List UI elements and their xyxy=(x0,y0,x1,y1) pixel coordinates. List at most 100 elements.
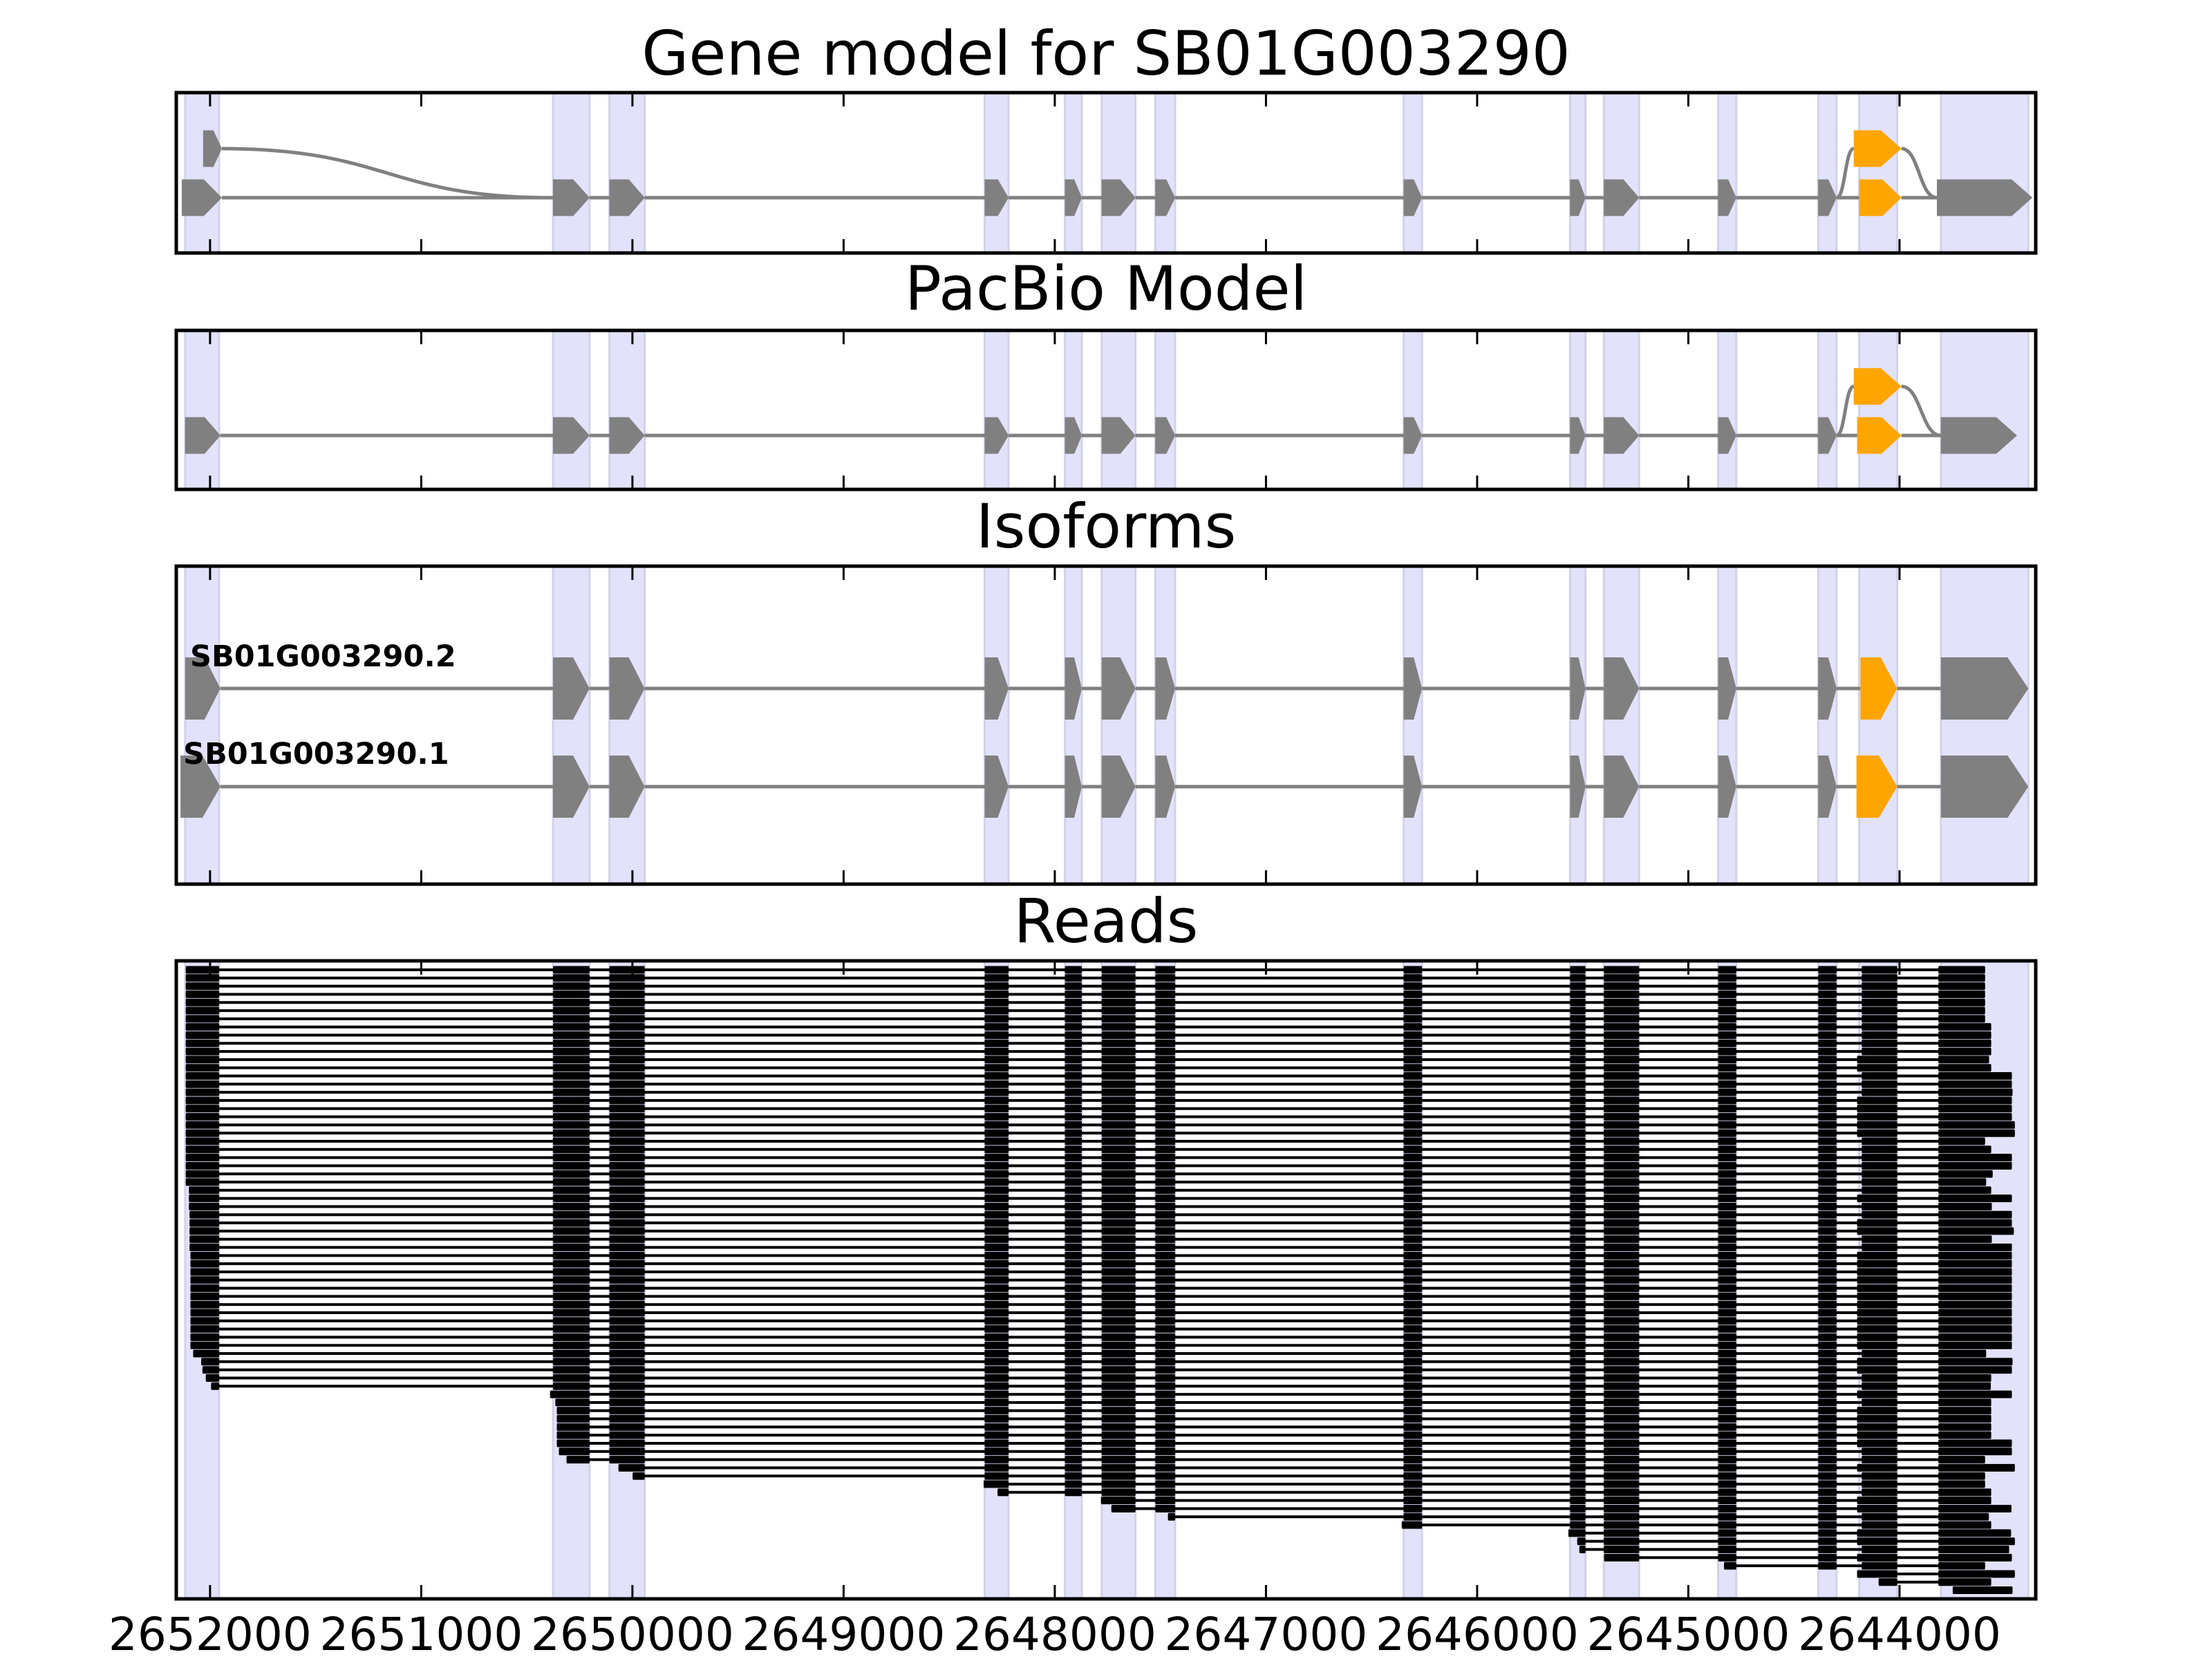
read-exon xyxy=(1718,1553,1736,1562)
read-exon xyxy=(185,1145,220,1154)
read-exon xyxy=(1065,1202,1082,1210)
alternative-exon xyxy=(1853,368,1902,405)
read-exon xyxy=(1718,1349,1736,1358)
read-exon xyxy=(1818,1521,1837,1529)
read-exon xyxy=(1065,1374,1082,1382)
read-exon xyxy=(1403,1219,1423,1227)
read-exon xyxy=(1065,1390,1082,1398)
read-exon xyxy=(1862,1031,1897,1039)
read-exon xyxy=(1938,1456,1985,1464)
read-exon xyxy=(1604,1268,1640,1276)
read-exon xyxy=(1818,1349,1837,1358)
read-intron-line xyxy=(189,1197,2012,1200)
read-exon xyxy=(1101,1039,1136,1047)
read-exon xyxy=(1101,1194,1136,1203)
read-exon xyxy=(1818,1137,1837,1145)
read-exon xyxy=(1604,1447,1640,1456)
read xyxy=(1401,1521,1991,1529)
read-exon xyxy=(1604,1088,1640,1096)
read-exon xyxy=(553,998,590,1006)
read-exon xyxy=(1101,1088,1136,1096)
axes-frame xyxy=(174,91,2038,255)
read-exon xyxy=(609,1121,645,1129)
exon xyxy=(1818,756,1837,818)
read-intron-line xyxy=(1401,1524,1991,1527)
read-intron-line xyxy=(632,1474,1985,1478)
read-exon xyxy=(609,1170,645,1178)
read-exon xyxy=(609,1382,645,1390)
read-exon xyxy=(1718,1537,1736,1546)
read-exon xyxy=(1065,1463,1082,1472)
read-exon xyxy=(1604,1137,1640,1145)
read-exon xyxy=(185,1056,220,1064)
read-exon xyxy=(984,1309,1009,1317)
read-exon xyxy=(1604,1129,1640,1137)
read-exon xyxy=(984,1088,1009,1096)
read-exon xyxy=(1155,1244,1176,1252)
read-exon xyxy=(1155,1276,1176,1284)
read-exon xyxy=(1577,1537,1586,1546)
read-intron-line xyxy=(185,993,1985,996)
read-exon xyxy=(984,1210,1009,1219)
read-exon xyxy=(1862,1244,1897,1252)
read-exon xyxy=(1938,1488,1991,1497)
read-exon xyxy=(189,1194,220,1203)
read-exon xyxy=(185,966,220,974)
read-exon xyxy=(1570,1137,1586,1145)
exon xyxy=(1155,756,1176,818)
read-exon xyxy=(1403,1186,1423,1194)
read-exon xyxy=(609,982,645,991)
read-exon xyxy=(1604,974,1640,982)
read-exon xyxy=(1065,1276,1082,1284)
read-exon xyxy=(553,1031,590,1039)
read-exon xyxy=(1862,1154,1897,1162)
read-exon xyxy=(1857,1553,1897,1562)
read-exon xyxy=(1065,1129,1082,1137)
read-exon xyxy=(1403,1268,1423,1276)
read-exon xyxy=(185,1178,220,1186)
read-exon xyxy=(556,1431,590,1439)
read-exon xyxy=(1938,1121,2015,1129)
read-exon xyxy=(1155,1333,1176,1341)
exon xyxy=(984,179,1009,216)
read-exon xyxy=(984,1333,1009,1341)
read-exon xyxy=(185,1080,220,1088)
read-exon xyxy=(1857,1129,1897,1137)
read-exon xyxy=(1818,1039,1837,1047)
read-exon xyxy=(1604,1472,1640,1480)
highlight-region xyxy=(184,565,221,885)
read-exon xyxy=(1101,1219,1136,1227)
highlight-region xyxy=(1717,91,1738,254)
read-exon xyxy=(1718,1366,1736,1374)
exon xyxy=(1818,179,1837,216)
read-exon xyxy=(609,1341,645,1349)
read-exon xyxy=(1101,1259,1136,1268)
alternative-exon xyxy=(1853,130,1902,167)
read-exon xyxy=(553,1064,590,1072)
read-exon xyxy=(1604,1407,1640,1415)
read-exon xyxy=(1101,1472,1136,1480)
read-exon xyxy=(1604,1056,1640,1064)
read xyxy=(185,1178,1987,1186)
read-exon xyxy=(185,974,220,982)
read-exon xyxy=(1938,1006,1985,1015)
read-exon xyxy=(1403,1358,1423,1366)
read-exon xyxy=(1818,1447,1837,1456)
read-exon xyxy=(609,1349,645,1358)
read-exon xyxy=(1101,1080,1136,1088)
read-exon xyxy=(1570,1463,1586,1472)
read-exon xyxy=(1818,1235,1837,1244)
alternative-exon xyxy=(1857,417,1902,454)
read-exon xyxy=(609,1039,645,1047)
read-exon xyxy=(1938,1570,2015,1578)
read-exon xyxy=(1065,1259,1082,1268)
read-exon xyxy=(553,1006,590,1015)
read-exon xyxy=(1938,1031,1991,1039)
read xyxy=(185,1170,1993,1178)
x-tick-label: 2649000 xyxy=(742,1608,945,1659)
read-exon xyxy=(609,1423,645,1431)
read-exon xyxy=(1065,1358,1082,1366)
read xyxy=(1568,1529,2012,1537)
read-exon xyxy=(984,1431,1009,1439)
read xyxy=(185,1113,2012,1121)
